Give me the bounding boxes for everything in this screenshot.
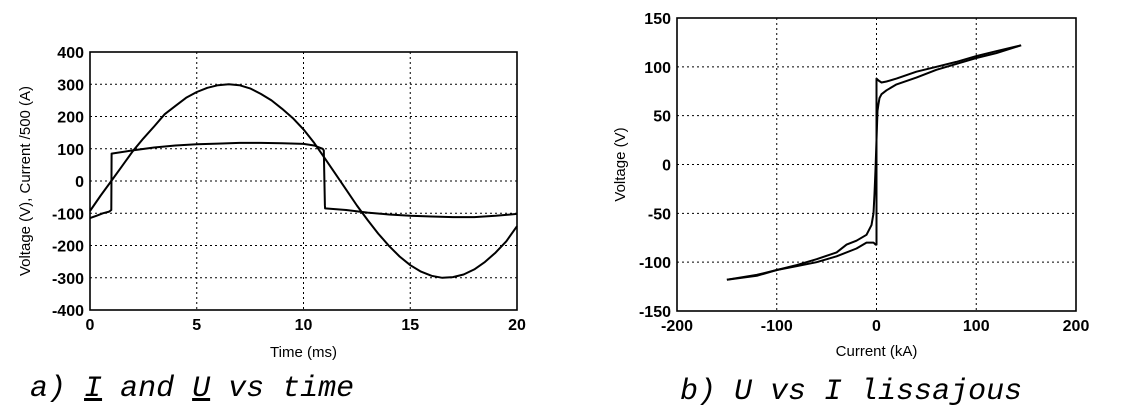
x-tick-label: 15 (401, 317, 419, 334)
chart-time-panel: 0 5 10 15 20 -400 -300 -200 -100 0 100 200 300 400 Tim… (17, 45, 526, 361)
x-tick-label: 100 (963, 318, 990, 335)
series-1-line (89, 141, 518, 220)
y-tick-label: -400 (52, 303, 84, 320)
caption-a-var1: I (84, 372, 102, 406)
x-axis-label: Current (kA) (836, 343, 918, 360)
x-tick-label: 10 (295, 317, 313, 334)
series-0-line (726, 44, 1022, 281)
x-tick-label: 5 (192, 317, 201, 334)
caption-a-var2: U (192, 372, 211, 406)
y-tick-label: 200 (57, 110, 84, 127)
y-tick-label: 0 (662, 158, 671, 175)
x-tick-label: 0 (86, 317, 95, 334)
y-tick-label: -100 (639, 255, 671, 272)
y-tick-label: 400 (57, 45, 84, 62)
y-tick-label: 0 (75, 174, 84, 191)
x-tick-label: -200 (661, 318, 693, 335)
y-tick-label: -200 (52, 239, 84, 256)
plot-frame (676, 17, 1077, 312)
caption-b-text: U vs I lissajous (734, 375, 1022, 409)
x-tick-label: 200 (1063, 318, 1090, 335)
y-tick-label: 50 (653, 109, 671, 126)
y-tick-label: -150 (639, 304, 671, 321)
caption-a: a) I and U vs time (30, 372, 354, 406)
series-1-line (726, 44, 1022, 281)
y-tick-label: 150 (644, 11, 671, 28)
plot-frame (89, 51, 518, 311)
y-axis-label: Voltage (V), Current /500 (A) (17, 86, 34, 276)
y-tick-label: -300 (52, 271, 84, 288)
caption-b-prefix: b) (680, 375, 716, 409)
y-tick-label: 300 (57, 77, 84, 94)
y-tick-label: 100 (57, 142, 84, 159)
caption-a-prefix: a) (30, 372, 66, 406)
x-axis-label: Time (ms) (270, 344, 337, 361)
y-tick-label: -50 (648, 206, 671, 223)
caption-a-suffix: vs time (228, 372, 354, 406)
y-tick-label: 100 (644, 60, 671, 77)
y-axis-label: Voltage (V) (612, 127, 629, 201)
y-tick-label: -100 (52, 206, 84, 223)
caption-b: b) U vs I lissajous (680, 375, 1022, 409)
x-tick-label: 0 (872, 318, 881, 335)
caption-a-mid: and (120, 372, 174, 406)
series-0-line (89, 83, 518, 279)
x-tick-label: -100 (761, 318, 793, 335)
chart-lissajous-panel: -200 -100 0 100 200 -150 -100 -50 0 50 100 150 Curre… (612, 11, 1089, 360)
x-tick-label: 20 (508, 317, 526, 334)
